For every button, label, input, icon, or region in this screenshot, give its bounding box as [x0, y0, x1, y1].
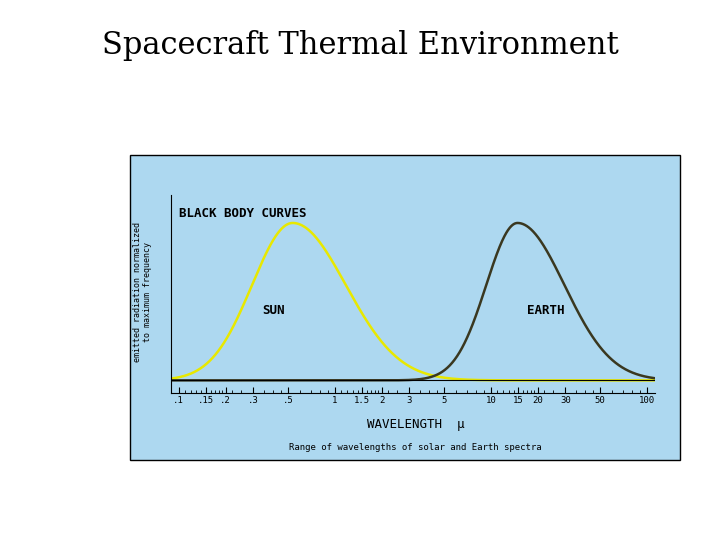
Text: WAVELENGTH  μ: WAVELENGTH μ — [367, 418, 464, 431]
Text: emitted radiation normalized
to maximum frequency: emitted radiation normalized to maximum … — [133, 222, 152, 362]
Text: Spacecraft Thermal Environment: Spacecraft Thermal Environment — [102, 30, 618, 60]
Text: Range of wavelengths of solar and Earth spectra: Range of wavelengths of solar and Earth … — [289, 443, 542, 453]
Text: BLACK BODY CURVES: BLACK BODY CURVES — [179, 207, 306, 220]
Text: SUN: SUN — [263, 304, 285, 318]
Text: EARTH: EARTH — [527, 304, 564, 318]
